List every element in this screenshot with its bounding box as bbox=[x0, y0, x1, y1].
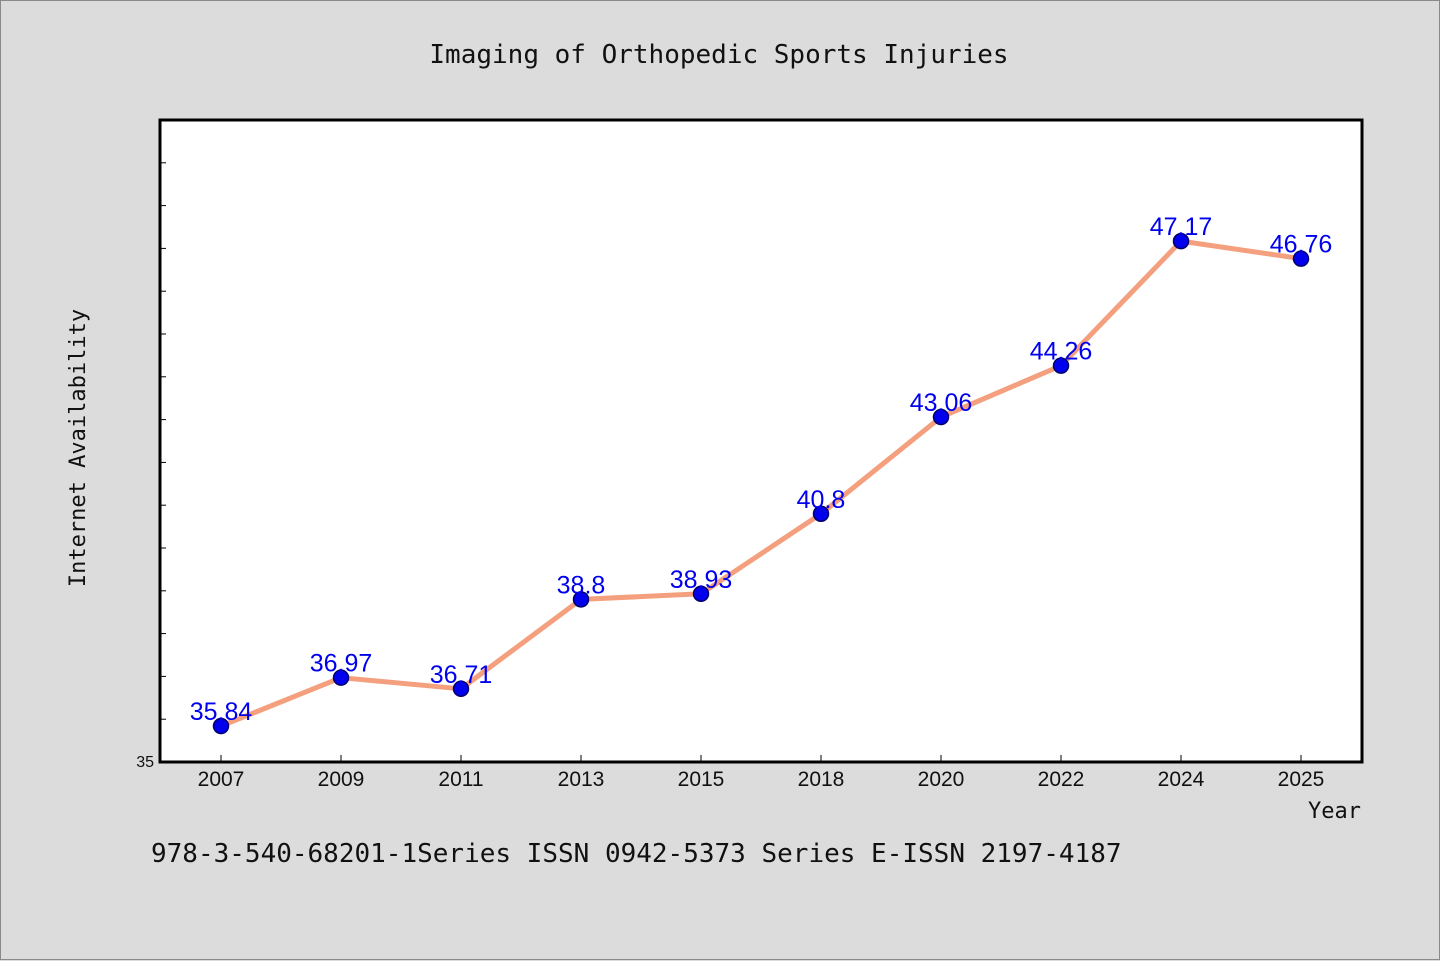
y-tick-label-min: 35 bbox=[136, 754, 154, 771]
data-label: 36.71 bbox=[430, 661, 493, 689]
x-tick-label: 2022 bbox=[1038, 768, 1085, 791]
data-label: 38.93 bbox=[670, 566, 733, 594]
x-tick-label: 2020 bbox=[918, 768, 965, 791]
data-label: 35.84 bbox=[190, 698, 253, 726]
data-label: 40.8 bbox=[797, 486, 846, 514]
data-label: 44.26 bbox=[1030, 338, 1093, 366]
y-axis-title: Internet Availability bbox=[66, 309, 91, 587]
x-tick-label: 2007 bbox=[198, 768, 245, 791]
data-point bbox=[932, 408, 950, 426]
x-tick-label: 2013 bbox=[558, 768, 605, 791]
data-point bbox=[572, 591, 590, 608]
data-label: 38.8 bbox=[557, 571, 606, 599]
x-tick-label: 2024 bbox=[1158, 768, 1205, 791]
data-labels: 35.84 36.97 36.71 38.8 38.93 40.8 43.06 44.26 47… bbox=[190, 213, 1333, 726]
x-axis-ticks bbox=[220, 755, 1302, 762]
y-axis-ticks bbox=[160, 162, 166, 720]
data-point bbox=[452, 680, 470, 698]
data-label: 36.97 bbox=[310, 650, 373, 678]
footer-text: 978-3-540-68201-1Series ISSN 0942-5373 S… bbox=[151, 839, 1122, 869]
series-line bbox=[220, 238, 1302, 729]
x-axis-title: Year bbox=[1308, 799, 1361, 824]
series-markers bbox=[212, 232, 1310, 735]
x-tick-label: 2011 bbox=[438, 768, 483, 791]
data-label: 46.76 bbox=[1270, 231, 1333, 259]
data-point bbox=[1052, 357, 1070, 374]
data-label: 47.17 bbox=[1150, 213, 1213, 241]
data-point bbox=[1172, 232, 1190, 250]
data-point bbox=[212, 717, 230, 735]
x-tick-label: 2018 bbox=[798, 768, 845, 791]
x-axis-tick-labels: 2007 2009 2011 2013 2015 2018 2020 2022 2024 2025 bbox=[198, 768, 1325, 791]
data-point bbox=[1292, 250, 1310, 267]
data-point bbox=[692, 585, 710, 603]
plot-area bbox=[158, 118, 1364, 764]
x-tick-label: 2025 bbox=[1278, 768, 1325, 791]
data-point bbox=[332, 669, 350, 686]
chart-title: Imaging of Orthopedic Sports Injuries bbox=[429, 40, 1008, 70]
data-point bbox=[812, 505, 830, 523]
x-tick-label: 2009 bbox=[318, 768, 365, 791]
data-label: 43.06 bbox=[910, 389, 973, 417]
x-tick-label: 2015 bbox=[678, 768, 725, 791]
